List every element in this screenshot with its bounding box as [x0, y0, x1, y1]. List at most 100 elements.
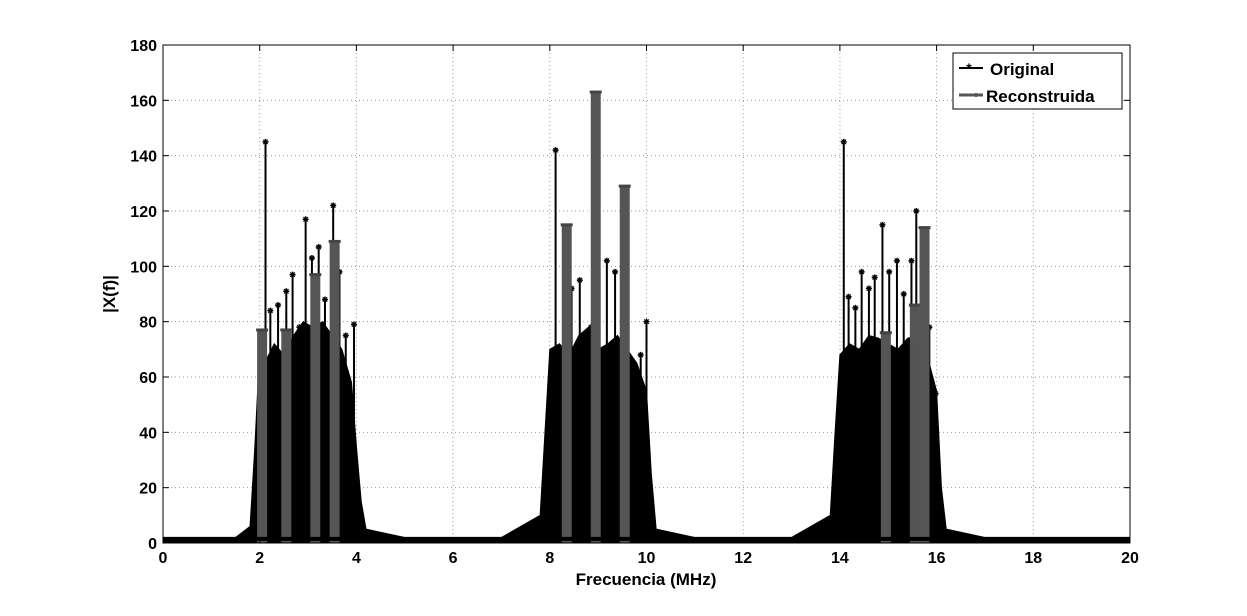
original-marker [886, 268, 893, 275]
x-tick-label: 4 [352, 550, 361, 567]
reconstruida-marker [256, 328, 269, 332]
original-marker [845, 293, 852, 300]
asterisk-stroke [343, 332, 349, 339]
reconstruida-stem [619, 186, 630, 543]
x-axis-label: Frecuencia (MHz) [576, 570, 717, 589]
reconstruida-stem [329, 241, 340, 543]
asterisk-stroke [913, 208, 919, 214]
original-marker [262, 138, 269, 145]
reconstruida-marker [618, 184, 631, 188]
original-marker [612, 268, 619, 275]
legend-label-original: Original [990, 60, 1054, 79]
asterisk-stroke [612, 269, 618, 275]
asterisk-stroke [852, 305, 858, 311]
original-marker [308, 255, 315, 262]
reconstruida-stem [590, 92, 601, 544]
reconstruida-marker [879, 331, 892, 335]
asterisk-stroke [604, 258, 610, 264]
asterisk-stroke [316, 244, 322, 250]
reconstruida-stem [281, 329, 292, 543]
y-tick-label: 60 [139, 370, 157, 387]
asterisk-stroke [872, 274, 878, 281]
x-tick-label: 16 [928, 550, 946, 567]
y-tick-label: 180 [130, 38, 157, 55]
asterisk-stroke [289, 272, 296, 278]
original-marker [275, 302, 282, 309]
series-layer [163, 90, 1130, 544]
axis-ticks: 0 2 4 6 8 10 12 14 16 18 20 0 20 40 60 80 100 120 140 160 18… [130, 38, 1139, 567]
original-marker [552, 147, 559, 154]
reconstruida-stem [310, 274, 321, 543]
original-marker [603, 257, 610, 264]
reconstruida-marker [280, 328, 293, 332]
asterisk-stroke [552, 147, 559, 153]
original-marker [302, 216, 309, 223]
original-marker [879, 221, 886, 228]
x-tick-label: 12 [734, 550, 752, 567]
asterisk-stroke [908, 258, 915, 264]
y-tick-label: 80 [139, 315, 157, 332]
legend-label-reconstruida: Reconstruida [986, 87, 1095, 106]
original-marker [267, 307, 274, 314]
y-tick-label: 160 [130, 93, 157, 110]
reconstruida-marker [589, 90, 602, 94]
original-marker [350, 321, 357, 328]
legend-marker-original: * [966, 60, 972, 76]
original-marker [871, 274, 878, 281]
asterisk-stroke [577, 277, 583, 283]
y-tick-label: 120 [130, 204, 157, 221]
asterisk-stroke [283, 288, 289, 294]
asterisk-stroke [330, 202, 336, 209]
asterisk-stroke [638, 352, 644, 358]
asterisk-stroke [351, 321, 357, 328]
reconstruida-marker [560, 223, 573, 227]
reconstruida-stem [919, 227, 930, 543]
original-marker [283, 288, 290, 295]
x-tick-label: 2 [255, 550, 264, 567]
legend-marker-reconstruida [974, 93, 978, 97]
y-tick-label: 40 [139, 425, 157, 442]
asterisk-stroke [309, 255, 315, 261]
original-marker [342, 332, 349, 339]
reconstruida-stem [909, 305, 920, 543]
asterisk-stroke [841, 139, 847, 145]
original-marker [629, 362, 636, 369]
original-marker [840, 138, 847, 145]
original-marker [858, 268, 865, 275]
asterisk-stroke [894, 258, 900, 264]
asterisk-stroke [859, 269, 865, 275]
asterisk-stroke [262, 139, 269, 145]
asterisk-stroke [643, 319, 650, 325]
original-marker [321, 296, 328, 303]
x-tick-label: 20 [1121, 550, 1139, 567]
original-marker [315, 243, 322, 250]
asterisk-stroke [322, 296, 328, 303]
y-tick-label: 20 [139, 481, 157, 498]
y-tick-label: 100 [130, 259, 157, 276]
legend: * Original Reconstruida [952, 52, 1123, 110]
grid-lines [163, 45, 1130, 543]
original-marker [296, 324, 303, 331]
original-marker [852, 304, 859, 311]
asterisk-stroke [296, 324, 302, 330]
y-axis-label: |X(f)| [100, 275, 119, 313]
x-tick-label: 10 [638, 550, 656, 567]
asterisk-stroke [275, 302, 281, 308]
x-tick-label: 0 [159, 550, 168, 567]
original-marker [637, 351, 644, 358]
reconstruida-marker [918, 226, 931, 230]
x-tick-label: 18 [1024, 550, 1042, 567]
original-marker [893, 257, 900, 264]
original-marker [900, 291, 907, 297]
asterisk-stroke [879, 222, 886, 228]
original-marker [289, 271, 296, 278]
asterisk-stroke [303, 216, 309, 222]
y-tick-label: 0 [148, 536, 157, 553]
original-marker [932, 390, 939, 397]
original-marker [908, 257, 915, 264]
asterisk-stroke [845, 294, 852, 300]
y-tick-label: 140 [130, 149, 157, 166]
reconstruida-marker [328, 239, 341, 243]
